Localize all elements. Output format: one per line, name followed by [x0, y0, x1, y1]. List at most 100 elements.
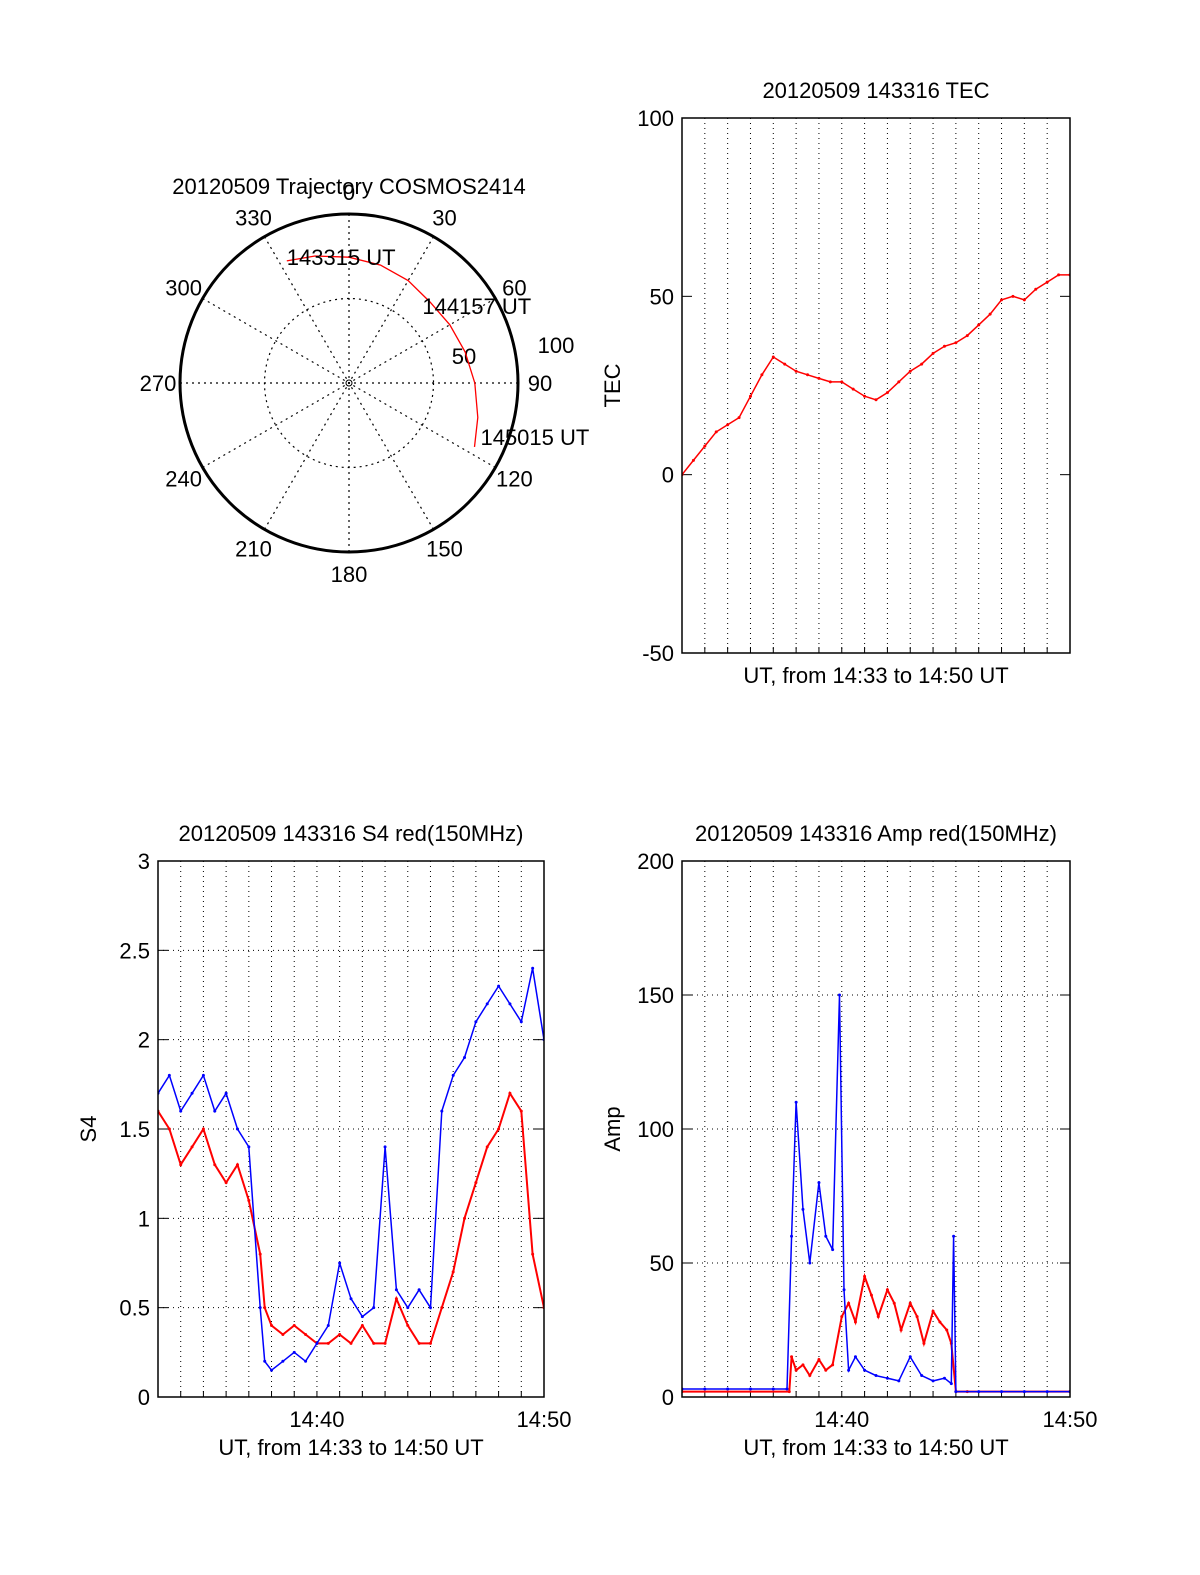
data-point	[247, 1198, 251, 1202]
data-point	[281, 1332, 285, 1336]
data-point	[790, 1355, 794, 1359]
x-tick-label: 14:50	[1042, 1407, 1097, 1432]
data-point	[270, 1368, 274, 1372]
data-point	[213, 1163, 217, 1167]
data-point	[463, 1056, 467, 1060]
series-line	[158, 1090, 544, 1345]
data-point	[263, 1359, 267, 1363]
data-point	[1022, 298, 1026, 302]
data-point	[853, 1355, 857, 1359]
data-point	[428, 1341, 432, 1345]
data-point	[863, 1274, 867, 1278]
data-point	[794, 1100, 798, 1104]
plot-area	[682, 993, 1070, 1394]
data-point	[737, 416, 741, 420]
data-point	[945, 1328, 949, 1332]
data-point	[885, 391, 889, 395]
plot-area	[682, 273, 1070, 477]
plot-area	[158, 966, 544, 1372]
y-tick-label: 3	[138, 849, 150, 874]
data-point	[785, 1387, 789, 1391]
data-point	[885, 1288, 889, 1292]
data-point	[258, 1306, 262, 1310]
data-point	[190, 1091, 194, 1095]
data-point	[908, 1301, 912, 1305]
data-point	[1000, 1390, 1004, 1394]
data-point	[920, 1374, 924, 1378]
series-line	[682, 274, 1070, 476]
y-tick-label: 50	[650, 1251, 674, 1276]
y-axis-label: S4	[76, 1116, 101, 1143]
data-point	[190, 1145, 194, 1149]
y-tick-label: 0	[138, 1385, 150, 1410]
chart-title: 20120509 143316 TEC	[762, 78, 989, 103]
data-point	[451, 1270, 455, 1274]
data-point	[726, 423, 730, 427]
y-tick-label: 2	[138, 1028, 150, 1053]
data-point	[372, 1306, 376, 1310]
series-line	[682, 1272, 1070, 1393]
azimuth-label: 240	[165, 467, 202, 492]
data-point	[485, 1002, 489, 1006]
data-point	[874, 398, 878, 402]
azimuth-label: 270	[140, 371, 177, 396]
x-tick-label: 14:40	[289, 1407, 344, 1432]
data-point	[304, 1359, 308, 1363]
azimuth-label: 0	[343, 180, 355, 205]
data-point	[837, 993, 841, 997]
data-point	[304, 1332, 308, 1336]
data-point	[417, 1288, 421, 1292]
chart-2: 20120509 143316 S4 red(150MHz) 0 0.5 1 1.5 2 2…	[76, 821, 572, 1460]
data-point	[258, 1252, 262, 1256]
data-point	[952, 1234, 956, 1238]
data-point	[831, 1248, 835, 1252]
data-point	[801, 1207, 805, 1211]
data-point	[519, 1020, 523, 1024]
data-point	[360, 1324, 364, 1328]
data-point	[931, 1309, 935, 1313]
data-point	[808, 1374, 812, 1378]
data-point	[726, 1387, 730, 1391]
y-tick-label: 1	[138, 1206, 150, 1231]
data-point	[801, 1363, 805, 1367]
data-point	[1000, 298, 1004, 302]
y-tick-label: 0	[662, 1385, 674, 1410]
data-point	[519, 1109, 523, 1113]
data-point	[874, 1374, 878, 1378]
y-tick-label: 1.5	[119, 1117, 150, 1142]
data-point	[338, 1261, 342, 1265]
data-point	[897, 380, 901, 384]
azimuth-label: 210	[235, 536, 272, 561]
chart-title: 20120509 143316 Amp red(150MHz)	[695, 821, 1057, 846]
radial-label: 50	[452, 344, 476, 369]
azimuth-label: 30	[432, 206, 456, 231]
chart-title: 20120509 143316 S4 red(150MHz)	[179, 821, 524, 846]
data-point	[938, 1320, 942, 1324]
data-point	[338, 1332, 342, 1336]
data-point	[824, 1368, 828, 1372]
data-point	[224, 1181, 228, 1185]
y-tick-label: -50	[642, 641, 674, 666]
data-point	[508, 1091, 512, 1095]
data-point	[394, 1297, 398, 1301]
chart-3: 20120509 143316 Amp red(150MHz) 0 50 100 150…	[600, 821, 1098, 1460]
azimuth-label: 300	[165, 276, 202, 301]
data-point	[876, 1315, 880, 1319]
data-point	[474, 1181, 478, 1185]
plot-frame	[681, 117, 1071, 654]
data-point	[1045, 1390, 1049, 1394]
data-point	[899, 1328, 903, 1332]
data-point	[920, 362, 924, 366]
pass-time-label: 144157 UT	[422, 294, 531, 319]
data-point	[771, 355, 775, 359]
radial-label: 100	[538, 333, 575, 358]
data-point	[349, 1297, 353, 1301]
x-axis-label: UT, from 14:33 to 14:50 UT	[743, 1435, 1008, 1460]
x-axis-label: UT, from 14:33 to 14:50 UT	[218, 1435, 483, 1460]
y-tick-label: 50	[650, 284, 674, 309]
data-point	[863, 394, 867, 398]
data-point	[808, 1261, 812, 1265]
data-point	[787, 1390, 791, 1394]
data-point	[281, 1359, 285, 1363]
